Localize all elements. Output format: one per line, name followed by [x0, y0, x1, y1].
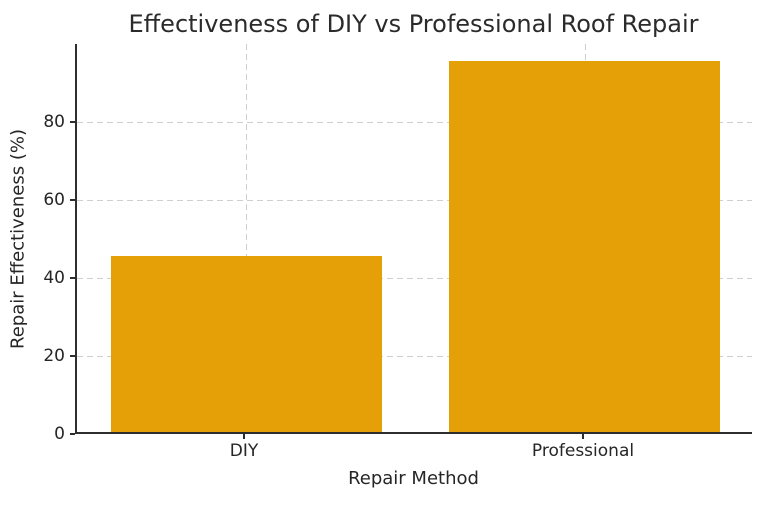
x-tick-mark: [243, 434, 245, 439]
y-tick-mark: [70, 199, 75, 201]
x-axis-title: Repair Method: [348, 468, 479, 489]
chart-title: Effectiveness of DIY vs Professional Roo…: [128, 10, 699, 38]
x-tick-label-professional: Professional: [531, 441, 635, 461]
y-tick-mark: [70, 355, 75, 357]
horizontal-gridline: [77, 122, 752, 123]
x-axis-ticks: DIY Professional: [75, 434, 752, 474]
y-tick-label: 20: [43, 346, 65, 366]
y-axis-ticks: 0 20 40 60 80: [0, 44, 75, 444]
y-tick-label: 40: [43, 268, 65, 288]
y-tick-label: 80: [43, 112, 65, 132]
vertical-gridline: [246, 44, 247, 432]
y-tick-label: 0: [54, 424, 65, 444]
bar-diy: [111, 256, 382, 432]
y-tick-mark: [70, 433, 75, 435]
bar-professional: [449, 61, 720, 432]
y-tick-mark: [70, 277, 75, 279]
x-tick-label-diy: DIY: [229, 441, 259, 461]
x-tick-mark: [582, 434, 584, 439]
y-tick-mark: [70, 121, 75, 123]
horizontal-gridline: [77, 356, 752, 357]
horizontal-gridline: [77, 278, 752, 279]
y-tick-label: 60: [43, 190, 65, 210]
horizontal-gridline: [77, 200, 752, 201]
plot-area: [75, 44, 752, 434]
